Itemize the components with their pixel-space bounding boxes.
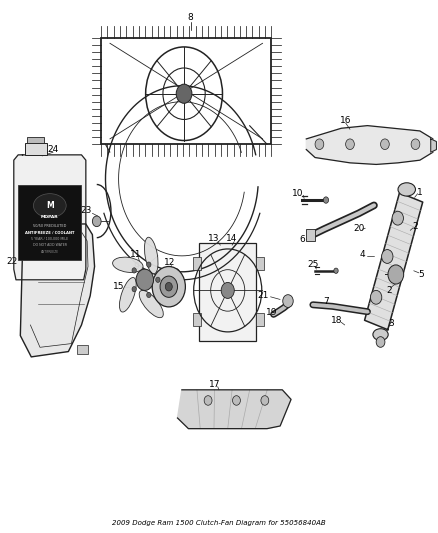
Ellipse shape bbox=[398, 183, 416, 196]
Bar bbox=[306, 229, 315, 241]
Circle shape bbox=[381, 249, 393, 263]
Bar bbox=[25, 143, 46, 155]
Circle shape bbox=[388, 265, 404, 284]
Polygon shape bbox=[431, 139, 436, 152]
Circle shape bbox=[152, 266, 185, 307]
Bar bbox=[101, 38, 272, 144]
Circle shape bbox=[132, 287, 136, 292]
Bar bbox=[256, 257, 264, 270]
Polygon shape bbox=[14, 155, 86, 280]
Text: ANTIFREEZE / COOLANT: ANTIFREEZE / COOLANT bbox=[25, 231, 74, 235]
Text: 24: 24 bbox=[47, 145, 59, 154]
Text: 23: 23 bbox=[80, 206, 92, 215]
Circle shape bbox=[334, 268, 338, 273]
Text: 10: 10 bbox=[292, 189, 304, 198]
Polygon shape bbox=[20, 224, 95, 357]
Text: 3: 3 bbox=[389, 319, 394, 328]
Circle shape bbox=[283, 295, 293, 308]
Polygon shape bbox=[364, 193, 423, 330]
Ellipse shape bbox=[152, 269, 179, 291]
Text: 5: 5 bbox=[418, 270, 424, 279]
Text: 15: 15 bbox=[113, 282, 124, 291]
Circle shape bbox=[346, 139, 354, 150]
Text: 13: 13 bbox=[208, 235, 219, 244]
Circle shape bbox=[92, 216, 101, 227]
Ellipse shape bbox=[120, 278, 136, 312]
Text: 17: 17 bbox=[209, 380, 220, 389]
Ellipse shape bbox=[145, 237, 158, 274]
Circle shape bbox=[371, 290, 382, 304]
Circle shape bbox=[165, 282, 172, 291]
Text: 21: 21 bbox=[257, 291, 268, 300]
Circle shape bbox=[147, 262, 151, 267]
Text: MOPAR: MOPAR bbox=[41, 215, 59, 219]
Text: 22: 22 bbox=[6, 257, 17, 265]
Text: 50/50 PREDILUTED: 50/50 PREDILUTED bbox=[33, 224, 67, 228]
Circle shape bbox=[160, 276, 177, 297]
Bar bbox=[18, 184, 81, 260]
Circle shape bbox=[155, 277, 160, 282]
Text: 2009 Dodge Ram 1500 Clutch-Fan Diagram for 55056840AB: 2009 Dodge Ram 1500 Clutch-Fan Diagram f… bbox=[112, 520, 326, 526]
Text: 9: 9 bbox=[133, 262, 139, 271]
Circle shape bbox=[261, 395, 269, 405]
Text: ANTIFREEZE: ANTIFREEZE bbox=[41, 250, 59, 254]
Text: 20: 20 bbox=[353, 224, 364, 233]
Circle shape bbox=[221, 282, 234, 298]
Circle shape bbox=[147, 292, 151, 297]
Text: 2: 2 bbox=[386, 286, 392, 295]
Text: 1: 1 bbox=[417, 188, 423, 197]
Bar bbox=[27, 137, 44, 143]
Bar bbox=[77, 345, 88, 354]
Bar bbox=[193, 313, 201, 326]
Circle shape bbox=[323, 197, 328, 203]
Text: 11: 11 bbox=[130, 251, 142, 260]
Circle shape bbox=[204, 395, 212, 405]
Text: 19: 19 bbox=[265, 308, 277, 317]
Text: 4: 4 bbox=[360, 251, 365, 260]
Circle shape bbox=[411, 139, 420, 150]
Text: 8: 8 bbox=[42, 213, 47, 222]
Text: DO NOT ADD WATER: DO NOT ADD WATER bbox=[33, 244, 67, 247]
Bar bbox=[193, 257, 201, 270]
Text: 8: 8 bbox=[188, 13, 194, 22]
Text: 25: 25 bbox=[307, 261, 318, 269]
Text: 6: 6 bbox=[299, 236, 305, 245]
Circle shape bbox=[136, 269, 153, 290]
Text: 2: 2 bbox=[413, 222, 418, 231]
Text: 12: 12 bbox=[164, 258, 176, 266]
Text: 18: 18 bbox=[331, 316, 343, 325]
Text: 16: 16 bbox=[340, 116, 351, 125]
Circle shape bbox=[132, 268, 136, 273]
Ellipse shape bbox=[33, 193, 66, 217]
Circle shape bbox=[392, 211, 403, 225]
Circle shape bbox=[315, 139, 324, 150]
Circle shape bbox=[176, 84, 192, 103]
Text: 7: 7 bbox=[323, 296, 329, 305]
Polygon shape bbox=[177, 390, 291, 429]
Circle shape bbox=[233, 395, 240, 405]
Circle shape bbox=[376, 337, 385, 348]
Bar bbox=[199, 243, 256, 341]
Text: 5 YEAR / 100,000 MILE: 5 YEAR / 100,000 MILE bbox=[31, 237, 68, 241]
Text: M: M bbox=[46, 201, 54, 210]
Circle shape bbox=[381, 139, 389, 150]
Ellipse shape bbox=[113, 257, 143, 272]
Text: 14: 14 bbox=[226, 235, 238, 244]
Ellipse shape bbox=[373, 329, 388, 341]
Polygon shape bbox=[306, 126, 433, 165]
Bar bbox=[256, 313, 264, 326]
Ellipse shape bbox=[139, 290, 163, 318]
